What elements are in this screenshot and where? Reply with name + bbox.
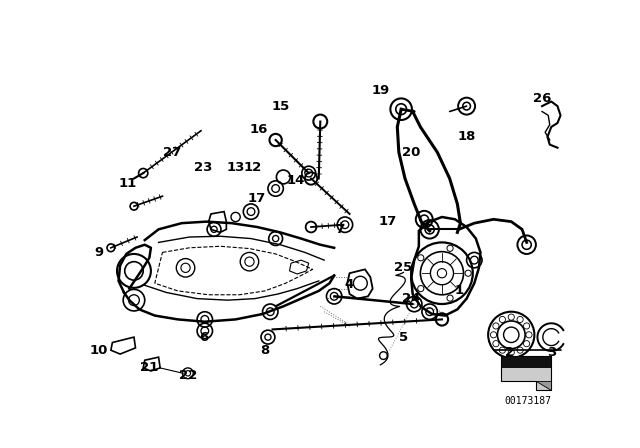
Text: 2: 2: [505, 346, 515, 359]
Text: 27: 27: [163, 146, 182, 159]
Polygon shape: [536, 381, 551, 390]
Text: 1: 1: [454, 284, 463, 297]
Text: 24: 24: [402, 292, 420, 305]
Text: 4: 4: [345, 278, 354, 291]
Text: 3: 3: [547, 346, 556, 359]
Text: 12: 12: [243, 161, 262, 174]
Text: 14: 14: [287, 174, 305, 187]
Text: 7: 7: [335, 223, 344, 236]
Text: 23: 23: [194, 161, 212, 174]
Text: 6: 6: [198, 331, 208, 344]
Text: 19: 19: [371, 84, 390, 97]
Text: 26: 26: [533, 92, 551, 105]
Text: 11: 11: [118, 177, 137, 190]
Text: 15: 15: [271, 99, 289, 112]
Text: 10: 10: [90, 344, 108, 357]
Text: 13: 13: [227, 161, 244, 174]
Text: 8: 8: [260, 344, 269, 357]
Text: 16: 16: [250, 123, 268, 136]
Text: 22: 22: [179, 369, 197, 382]
Text: 21: 21: [140, 362, 159, 375]
Text: 25: 25: [394, 261, 413, 274]
Text: 9: 9: [94, 246, 103, 259]
Text: 20: 20: [402, 146, 420, 159]
Text: 18: 18: [458, 130, 476, 143]
Polygon shape: [501, 356, 551, 367]
Text: 5: 5: [399, 331, 408, 344]
Text: 00173187: 00173187: [504, 396, 551, 406]
Text: 17: 17: [379, 215, 397, 228]
Polygon shape: [501, 356, 551, 390]
Text: 17: 17: [248, 192, 266, 205]
